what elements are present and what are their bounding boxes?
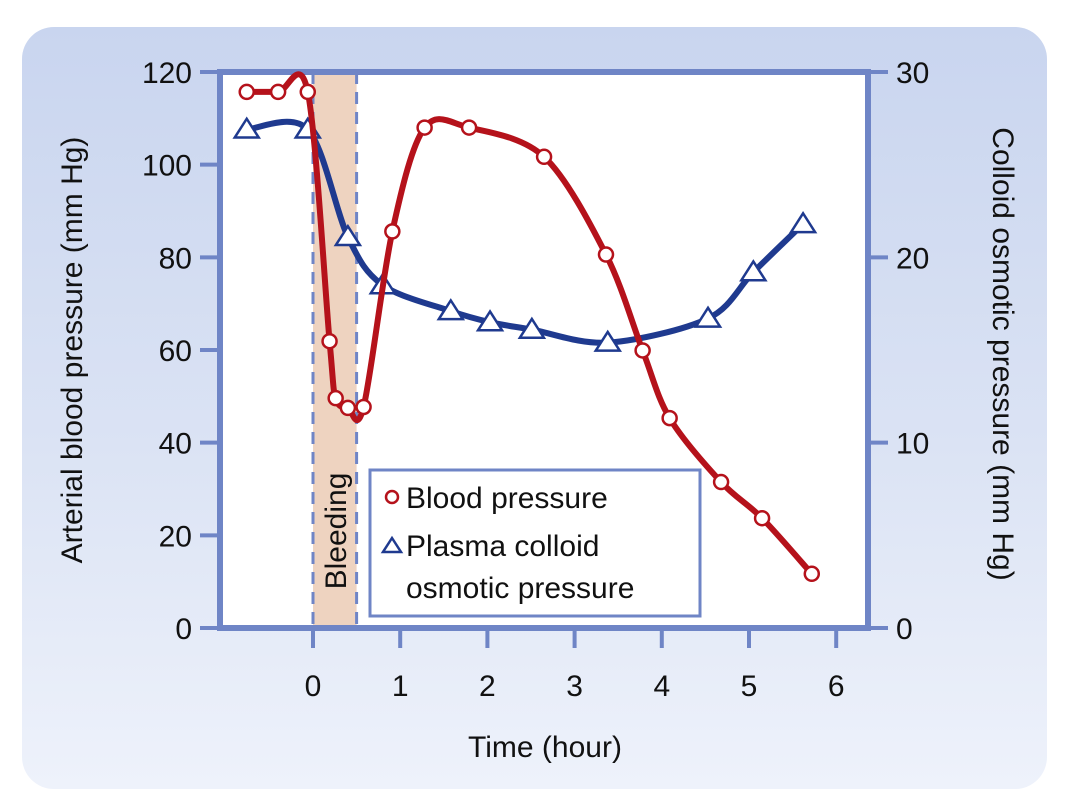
blood-pressure-point bbox=[460, 119, 478, 136]
y-right-tick-label: 30 bbox=[896, 57, 929, 90]
colloid-pressure-point bbox=[475, 309, 505, 332]
legend-label-colloid-line1: Plasma colloid bbox=[406, 530, 599, 563]
x-tick-label: 3 bbox=[566, 670, 583, 703]
y-left-tick-label: 20 bbox=[159, 520, 192, 553]
blood-pressure-point bbox=[712, 473, 730, 491]
x-tick-label: 5 bbox=[741, 670, 758, 703]
blood-pressure-point bbox=[299, 83, 317, 101]
y-left-tick-label: 60 bbox=[159, 335, 192, 368]
y-left-tick-label: 0 bbox=[175, 613, 192, 646]
y-right-tick-label: 10 bbox=[896, 428, 929, 461]
x-tick-label: 4 bbox=[653, 670, 670, 703]
colloid-pressure-point bbox=[436, 298, 466, 321]
legend-triangle-icon bbox=[380, 535, 404, 554]
colloid-pressure-point bbox=[788, 210, 818, 234]
legend-circle-icon bbox=[384, 489, 400, 505]
colloid-pressure-point bbox=[333, 223, 363, 247]
colloid-pressure-point bbox=[739, 259, 768, 282]
blood-pressure-point bbox=[597, 246, 615, 263]
x-tick-label: 1 bbox=[392, 670, 409, 703]
x-tick-label: 6 bbox=[828, 670, 845, 703]
y-left-tick-label: 80 bbox=[159, 242, 192, 275]
y-left-tick-label: 120 bbox=[142, 57, 192, 90]
y-right-tick-label: 0 bbox=[896, 613, 913, 646]
x-axis-title: Time (hour) bbox=[468, 731, 622, 764]
legend-box bbox=[368, 468, 702, 618]
blood-pressure-point bbox=[269, 83, 287, 101]
series-blood-pressure bbox=[238, 71, 821, 583]
blood-pressure-point bbox=[416, 119, 433, 136]
x-tick-label: 0 bbox=[305, 670, 322, 703]
blood-pressure-point bbox=[753, 509, 771, 527]
colloid-pressure-point bbox=[517, 316, 547, 339]
blood-pressure-point bbox=[661, 409, 678, 427]
y-left-tick-label: 100 bbox=[142, 150, 192, 183]
blood-pressure-point bbox=[321, 332, 338, 350]
bleeding-label: Bleeding bbox=[320, 473, 353, 590]
legend-label-colloid-line2: osmotic pressure bbox=[406, 572, 634, 605]
bleeding-shaded-region bbox=[313, 72, 357, 628]
colloid-pressure-point bbox=[593, 329, 623, 352]
blood-pressure-point bbox=[327, 389, 344, 407]
legend-label-blood-pressure: Blood pressure bbox=[406, 482, 608, 515]
y-left-tick-label: 40 bbox=[159, 428, 192, 461]
colloid-pressure-point bbox=[232, 116, 262, 139]
x-tick-label: 2 bbox=[479, 670, 496, 703]
y-right-axis-title: Colloid osmotic pressure (mm Hg) bbox=[986, 127, 1019, 580]
blood-pressure-point bbox=[634, 342, 651, 359]
blood-pressure-point bbox=[384, 223, 401, 240]
colloid-pressure-point bbox=[693, 305, 723, 328]
series-colloid-osmotic-pressure bbox=[232, 116, 818, 352]
y-right-tick-label: 20 bbox=[896, 242, 929, 275]
y-left-axis-title: Arterial blood pressure (mm Hg) bbox=[56, 137, 89, 564]
blood-pressure-point bbox=[535, 148, 553, 166]
blood-pressure-point bbox=[339, 399, 357, 417]
blood-pressure-point bbox=[238, 83, 255, 101]
blood-pressure-point bbox=[355, 398, 372, 416]
blood-pressure-point bbox=[803, 565, 821, 583]
